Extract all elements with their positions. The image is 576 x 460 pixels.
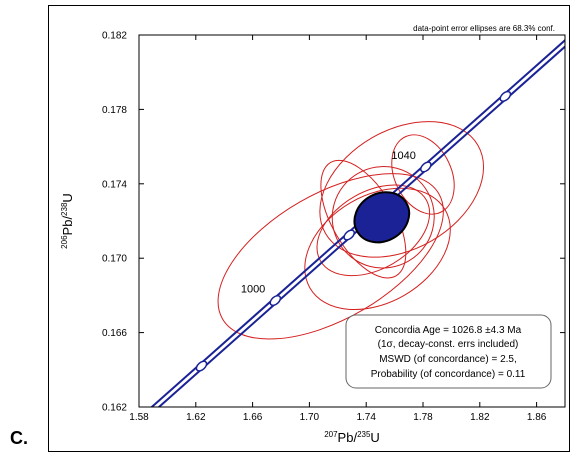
y-tick-label: 0.178: [102, 105, 127, 116]
y-tick-label: 0.166: [102, 328, 127, 339]
error-ellipse: [391, 134, 455, 215]
result-line-3: MSWD (of concordance) = 2.5,: [379, 354, 517, 365]
concordia-curve: 1000 1040: [150, 38, 565, 407]
data-ellipses: [217, 121, 485, 340]
error-ellipse: [319, 121, 485, 258]
header-note: data-point error ellipses are 68.3% conf…: [413, 24, 555, 33]
concordia-age-marker: [195, 360, 208, 372]
result-box: Concordia Age = 1026.8 ±4.3 Ma (1σ, deca…: [345, 314, 552, 389]
concordia-age-ellipse: [353, 191, 411, 244]
result-box-frame: [345, 314, 552, 389]
error-ellipse: [217, 173, 444, 340]
result-line-1: Concordia Age = 1026.8 ±4.3 Ma: [375, 325, 522, 336]
panel-label: C.: [10, 428, 28, 448]
plot-area-frame: [138, 34, 566, 408]
concordia-age-ellipse: [353, 191, 411, 244]
x-tick-label: 1.78: [413, 412, 433, 423]
error-ellipse: [304, 187, 451, 311]
x-tick-label: 1.70: [300, 412, 320, 423]
x-tick-label: 1.66: [243, 412, 263, 423]
y-tick-label: 0.174: [102, 179, 127, 190]
result-line-2: (1σ, decay-const. errs included): [378, 339, 519, 350]
concordia-age-marker: [269, 294, 282, 307]
x-tick-label: 1.82: [470, 412, 490, 423]
concordia-line: [150, 38, 565, 407]
error-ellipse: [316, 184, 431, 277]
x-tick-label: 1.58: [129, 412, 149, 423]
y-tick-label: 0.162: [102, 403, 127, 414]
x-tick-label: 1.86: [527, 412, 547, 423]
y-tick-label: 0.182: [102, 31, 127, 42]
error-ellipse: [331, 166, 435, 269]
y-tick-label: 0.170: [102, 254, 127, 265]
x-tick-label: 1.74: [356, 412, 376, 423]
concordia-age-marker: [420, 161, 432, 173]
concordia-age-marker: [499, 90, 512, 102]
concordia-age-marker: [343, 229, 355, 241]
age-label: 1040: [391, 150, 415, 162]
panel-frame: [48, 5, 570, 452]
age-label: 1000: [241, 284, 265, 296]
result-line-4: Probability (of concordance) = 0.11: [371, 369, 526, 380]
x-tick-label: 1.62: [186, 412, 206, 423]
y-axis-label: 206Pb/238U: [60, 193, 75, 249]
x-axis-label: 207Pb/235U: [324, 430, 380, 445]
